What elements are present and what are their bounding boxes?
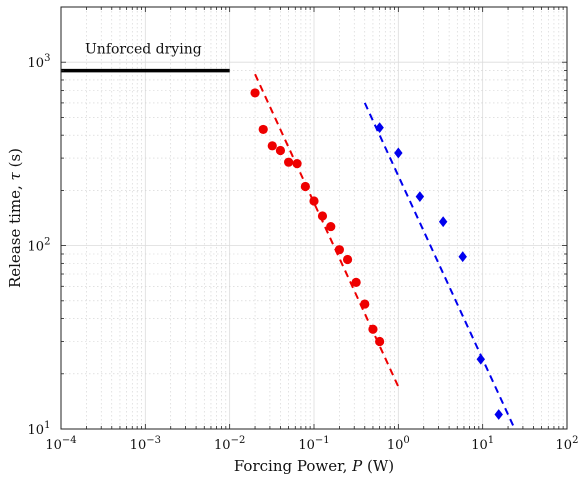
x-tick-label: 101 <box>471 435 494 453</box>
data-point-circle <box>360 299 370 309</box>
unforced-drying-label: Unforced drying <box>85 42 202 58</box>
data-point-circle <box>351 277 361 288</box>
data-point-diamond <box>394 147 403 159</box>
x-tick-label: 10−4 <box>45 435 76 453</box>
data-point-diamond <box>415 191 425 203</box>
y-tick-label: 101 <box>28 420 51 438</box>
data-point-circle <box>334 245 344 255</box>
y-axis-title-unit: (s) <box>6 148 24 172</box>
tick-labels: 10−4 10−3 10−2 10−1 100 101 102 101 102 103 <box>28 53 578 453</box>
data-point-circle <box>342 254 353 265</box>
data-point-diamond <box>476 353 486 365</box>
data-point-diamond <box>494 409 503 420</box>
data-point-circle <box>292 158 302 169</box>
x-axis-title-unit: (W) <box>362 457 394 475</box>
x-tick-label: 102 <box>556 435 578 453</box>
data-point-diamond <box>438 216 448 228</box>
y-axis-title-text: Release time, <box>6 180 24 288</box>
data-point-diamond <box>458 251 467 263</box>
y-axis-title: Release time, τ (s) <box>6 148 24 288</box>
data-point-circle <box>258 124 268 135</box>
x-axis-title: Forcing Power, P (W) <box>234 457 394 475</box>
data-point-circle <box>317 211 328 221</box>
data-point-circle <box>368 324 378 334</box>
tick-marks <box>60 6 567 430</box>
data-point-circle <box>309 196 319 206</box>
x-axis-title-text: Forcing Power, <box>234 457 352 475</box>
x-tick-label: 10−3 <box>130 435 161 453</box>
data-point-circle <box>250 88 260 98</box>
y-axis-title-var: τ <box>6 171 24 180</box>
data-point-diamond <box>375 122 384 133</box>
fit-lines <box>254 73 516 430</box>
grid-lines <box>60 6 567 430</box>
fit-line-series-2 <box>363 102 516 430</box>
data-point-circle <box>267 141 277 151</box>
data-point-circle <box>300 181 310 192</box>
y-tick-label: 102 <box>28 237 51 255</box>
x-axis-title-var: P <box>351 457 363 475</box>
data-point-circle <box>275 145 286 156</box>
data-point-circle <box>284 157 294 167</box>
x-tick-label: 10−1 <box>298 435 329 453</box>
fit-line-series-1 <box>254 73 400 388</box>
data-point-circle <box>326 221 336 232</box>
y-tick-label: 103 <box>28 53 51 71</box>
data-points <box>250 88 503 420</box>
x-tick-label: 100 <box>387 435 410 453</box>
data-point-circle <box>375 336 385 347</box>
x-tick-label: 10−2 <box>214 435 245 453</box>
